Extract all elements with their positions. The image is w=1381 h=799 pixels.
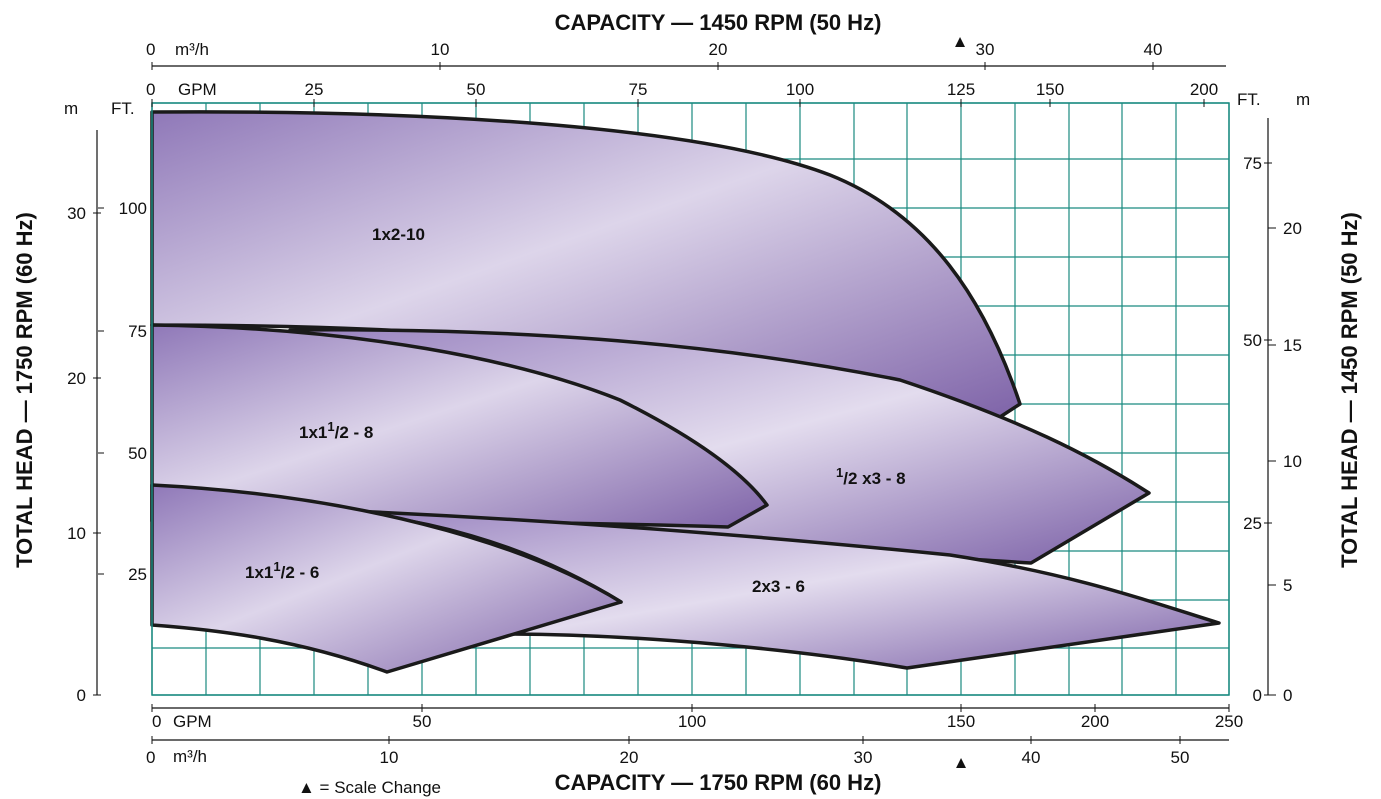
curve-1x1--6	[150, 483, 623, 674]
top-m3h-tick-label: 40	[1144, 40, 1163, 59]
scale-change-marker-bottom: ▲	[953, 753, 970, 772]
bottom-m3h-tick-label: 20	[620, 748, 639, 767]
right-m-tick-label: 10	[1283, 452, 1302, 471]
left-ft-tick-label: 50	[128, 444, 147, 463]
left-ft-tick-label: 75	[128, 322, 147, 341]
right-m-tick-label: 20	[1283, 219, 1302, 238]
top-m3h-tick-label: 10	[431, 40, 450, 59]
top-gpm-tick-label: 200	[1190, 80, 1218, 99]
bottom-gpm-tick-label: 50	[413, 712, 432, 731]
scale-change-marker-top: ▲	[952, 32, 969, 51]
left-m-tick-label: 10	[67, 524, 86, 543]
top-m3h-tick-label: 30	[976, 40, 995, 59]
bottom-m3h-unit: m³/h	[173, 747, 207, 766]
right-m-tick-label: 0	[1283, 686, 1292, 705]
curve-label: 1x11/2 - 8	[299, 419, 373, 442]
left-axis-title: TOTAL HEAD — 1750 RPM (60 Hz)	[12, 212, 37, 568]
top-gpm-tick-label: 150	[1036, 80, 1064, 99]
top-gpm-tick-label: 0	[146, 80, 155, 99]
right-ft-tick-label: 25	[1243, 514, 1262, 533]
top-gpm-unit: GPM	[178, 80, 217, 99]
top-axis-title: CAPACITY — 1450 RPM (50 Hz)	[555, 10, 882, 35]
bottom-gpm-tick-label: 0	[152, 712, 161, 731]
top-gpm-tick-label: 125	[947, 80, 975, 99]
top-gpm-tick-label: 75	[629, 80, 648, 99]
scale-change-legend: ▲ = Scale Change	[298, 778, 441, 797]
right-ft-tick-label: 50	[1243, 331, 1262, 350]
bottom-gpm-tick-label: 200	[1081, 712, 1109, 731]
curve-label: 1x11/2 - 6	[245, 559, 319, 582]
bottom-m3h-tick-label: 40	[1022, 748, 1041, 767]
top-m3h-tick-label: 20	[709, 40, 728, 59]
bottom-m3h-tick-label: 50	[1171, 748, 1190, 767]
curve-label: 1/2 x3 - 8	[836, 465, 906, 488]
left-m-unit: m	[64, 99, 78, 118]
bottom-m3h-tick-label: 10	[380, 748, 399, 767]
top-gpm-tick-label: 50	[467, 80, 486, 99]
top-gpm-tick-label: 25	[305, 80, 324, 99]
left-m-tick-label: 30	[67, 204, 86, 223]
top-gpm-tick-label: 100	[786, 80, 814, 99]
left-ft-tick-label: 25	[128, 565, 147, 584]
left-m-tick-label: 0	[77, 686, 86, 705]
right-m-tick-label: 15	[1283, 336, 1302, 355]
bottom-gpm-tick-label: 100	[678, 712, 706, 731]
right-ft-unit: FT.	[1237, 90, 1261, 109]
top-m3h-tick-label: 0	[146, 40, 155, 59]
bottom-gpm-tick-label: 150	[947, 712, 975, 731]
performance-curves: 1x2-10 1x11/2 - 8 1/2 x3 - 8 1x11/2 - 6 2x3 …	[150, 110, 1221, 674]
bottom-m3h-tick-label: 30	[854, 748, 873, 767]
right-ft-tick-label: 0	[1253, 686, 1262, 705]
left-m-tick-label: 20	[67, 369, 86, 388]
right-axis-title: TOTAL HEAD — 1450 RPM (50 Hz)	[1337, 212, 1362, 568]
bottom-m3h-tick-label: 0	[146, 748, 155, 767]
right-ft-tick-label: 75	[1243, 154, 1262, 173]
top-m3h-unit: m³/h	[175, 40, 209, 59]
curve-label: 1x2-10	[372, 225, 425, 244]
right-m-tick-label: 5	[1283, 576, 1292, 595]
plot-frame	[151, 102, 1230, 696]
bottom-gpm-tick-label: 250	[1215, 712, 1243, 731]
left-ft-tick-label: 100	[119, 199, 147, 218]
right-m-unit: m	[1296, 90, 1310, 109]
curve-label: 2x3 - 6	[752, 577, 805, 596]
bottom-gpm-unit: GPM	[173, 712, 212, 731]
bottom-axis-title: CAPACITY — 1750 RPM (60 Hz)	[555, 770, 882, 795]
left-ft-unit: FT.	[111, 99, 135, 118]
